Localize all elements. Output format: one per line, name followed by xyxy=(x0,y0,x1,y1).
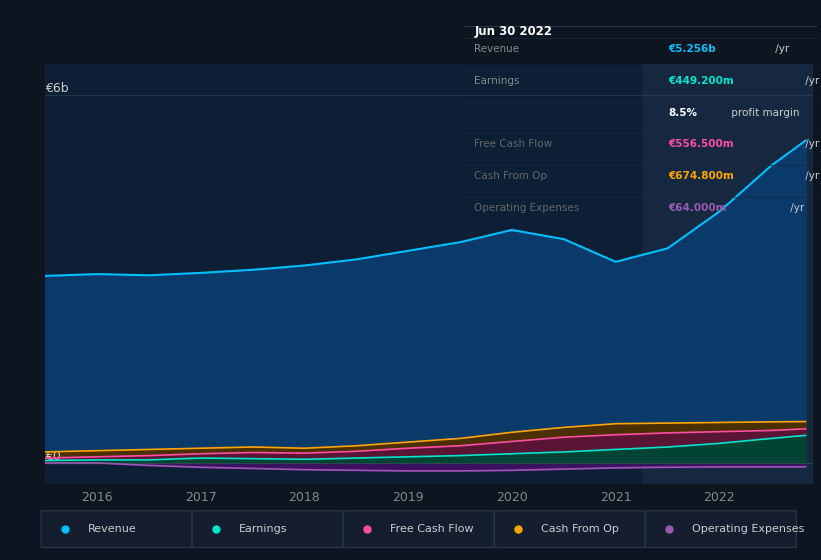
Text: €5.256b: €5.256b xyxy=(668,44,717,54)
FancyBboxPatch shape xyxy=(645,511,796,548)
FancyBboxPatch shape xyxy=(192,511,343,548)
Text: Cash From Op: Cash From Op xyxy=(541,524,619,534)
FancyBboxPatch shape xyxy=(494,511,645,548)
Text: 8.5%: 8.5% xyxy=(668,108,698,118)
Text: €6b: €6b xyxy=(45,82,69,95)
Text: Earnings: Earnings xyxy=(239,524,287,534)
Text: Revenue: Revenue xyxy=(88,524,136,534)
Text: profit margin: profit margin xyxy=(728,108,800,118)
Text: €556.500m: €556.500m xyxy=(668,139,734,150)
Text: Cash From Op: Cash From Op xyxy=(475,171,548,181)
FancyBboxPatch shape xyxy=(343,511,494,548)
Text: /yr: /yr xyxy=(802,171,819,181)
Text: /yr: /yr xyxy=(787,203,805,213)
FancyBboxPatch shape xyxy=(41,511,192,548)
Text: Earnings: Earnings xyxy=(475,76,520,86)
Text: /yr: /yr xyxy=(773,44,790,54)
Text: €0: €0 xyxy=(45,450,61,463)
Text: /yr: /yr xyxy=(802,76,819,86)
Text: Operating Expenses: Operating Expenses xyxy=(475,203,580,213)
Text: €449.200m: €449.200m xyxy=(668,76,734,86)
Text: Revenue: Revenue xyxy=(475,44,520,54)
Text: /yr: /yr xyxy=(802,139,819,150)
Text: €64.000m: €64.000m xyxy=(668,203,727,213)
Bar xyxy=(642,64,813,484)
Text: Operating Expenses: Operating Expenses xyxy=(692,524,805,534)
Text: Jun 30 2022: Jun 30 2022 xyxy=(475,25,553,38)
Text: €674.800m: €674.800m xyxy=(668,171,735,181)
Text: Free Cash Flow: Free Cash Flow xyxy=(475,139,553,150)
Text: Free Cash Flow: Free Cash Flow xyxy=(390,524,474,534)
